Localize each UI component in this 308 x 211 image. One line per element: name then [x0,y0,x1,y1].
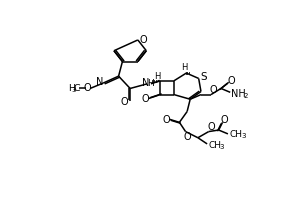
Text: O: O [227,76,235,86]
Text: CH: CH [208,141,221,150]
Text: 3: 3 [220,144,224,150]
Text: 3: 3 [72,87,76,93]
Text: NH: NH [231,89,245,99]
Text: O: O [220,115,228,125]
Text: O: O [183,132,191,142]
Text: O: O [163,115,170,125]
Text: N: N [142,78,149,88]
Text: S: S [200,72,207,82]
Polygon shape [151,80,160,84]
Text: H: H [154,72,160,81]
Text: O: O [209,85,217,95]
Text: CH: CH [230,130,243,139]
Text: 3: 3 [241,133,245,139]
Text: H: H [147,78,153,88]
Text: H: H [68,84,75,93]
Text: H: H [182,63,188,72]
Text: C: C [74,84,80,93]
Text: O: O [83,84,91,93]
Text: O: O [121,97,128,107]
Text: 2: 2 [243,93,248,99]
Text: O: O [142,94,149,104]
Text: O: O [207,122,215,132]
Text: N: N [96,77,104,87]
Text: O: O [140,35,147,45]
